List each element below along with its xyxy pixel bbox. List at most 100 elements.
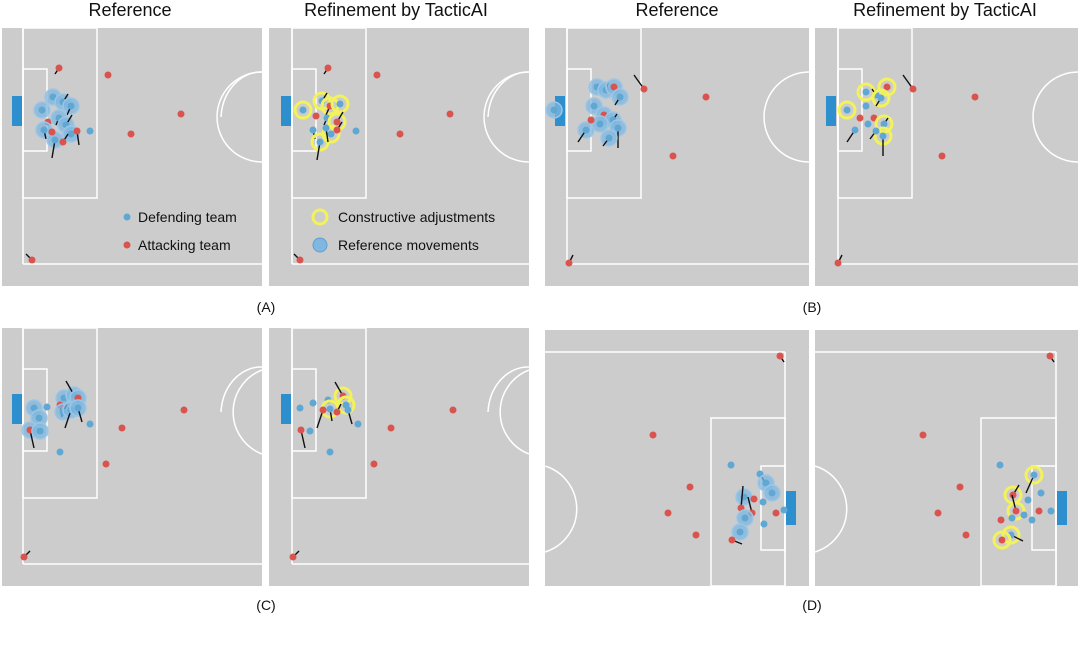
attacker-marker <box>396 130 404 138</box>
defender-marker <box>879 132 887 140</box>
attacker-marker <box>312 112 320 120</box>
defender-marker <box>843 106 851 114</box>
attacker-marker <box>971 93 979 101</box>
defender-marker <box>780 506 788 514</box>
defender-marker <box>40 126 48 134</box>
defender-marker <box>43 403 51 411</box>
pitch-b-refinement <box>815 27 1079 286</box>
goal <box>281 394 291 424</box>
pitch-b-reference <box>545 27 810 286</box>
attacker-marker <box>118 424 126 432</box>
goal <box>1057 491 1067 525</box>
title-reference-left: Reference <box>88 0 172 20</box>
title-reference-right: Reference <box>635 0 719 20</box>
attacker-marker <box>177 110 185 118</box>
attacker-marker <box>565 259 573 267</box>
attacker-marker <box>728 536 736 544</box>
attacker-marker <box>664 509 672 517</box>
legend-defending-label: Defending team <box>138 209 237 225</box>
defender-marker <box>590 102 598 110</box>
defender-marker <box>296 404 304 412</box>
attacker-marker <box>909 85 917 93</box>
goal <box>12 96 22 126</box>
constructive-adjustment-halo <box>1006 501 1026 521</box>
panel-label-c: (C) <box>256 597 276 613</box>
panel-label-b: (B) <box>802 299 822 315</box>
defender-marker <box>67 102 75 110</box>
attacker-marker <box>319 406 327 414</box>
defender-marker <box>299 106 307 114</box>
defender-marker <box>56 448 64 456</box>
title-refinement-left: Refinement by TacticAI <box>304 0 488 20</box>
defender-marker <box>736 528 744 536</box>
defender-marker <box>74 404 82 412</box>
pitch-c-refinement <box>269 327 530 586</box>
legend-defender-marker <box>123 213 131 221</box>
attacker-marker <box>1035 507 1043 515</box>
pitch-d-refinement <box>814 330 1078 587</box>
pitch-d-reference <box>544 330 809 587</box>
attacker-marker <box>956 483 964 491</box>
defender-marker <box>614 124 622 132</box>
defender-marker <box>86 127 94 135</box>
attacker-marker <box>856 114 864 122</box>
defender-marker <box>872 127 880 135</box>
defender-marker <box>67 130 75 138</box>
goal <box>786 491 796 525</box>
legend-reference-movements-label: Reference movements <box>338 237 479 253</box>
attacker-marker <box>373 71 381 79</box>
defender-marker <box>30 404 38 412</box>
attacker-marker <box>587 116 595 124</box>
defender-marker <box>326 448 334 456</box>
constructive-adjustment-halo <box>1024 465 1044 485</box>
defender-marker <box>316 138 324 146</box>
attacker-marker <box>59 138 67 146</box>
legend-constructive-label: Constructive adjustments <box>338 209 496 225</box>
attacker-marker <box>324 64 332 72</box>
panel-label-d: (D) <box>802 597 822 613</box>
attacker-marker <box>333 408 341 416</box>
attacker-marker <box>296 256 304 264</box>
attacker-marker <box>446 110 454 118</box>
attacker-marker <box>55 64 63 72</box>
goal <box>281 96 291 126</box>
attacker-marker <box>297 426 305 434</box>
attacker-marker <box>104 71 112 79</box>
constructive-adjustment-halo <box>293 100 313 120</box>
defender-marker <box>880 120 888 128</box>
attacker-marker <box>692 531 700 539</box>
defender-marker <box>309 126 317 134</box>
pitch-c-reference <box>2 327 263 586</box>
defender-marker <box>1030 471 1038 479</box>
legend-reference-marker <box>312 237 328 253</box>
attacker-marker <box>610 83 618 91</box>
constructive-adjustment-halo <box>992 530 1012 550</box>
attacker-marker <box>962 531 970 539</box>
attacker-marker <box>834 259 842 267</box>
defender-marker <box>862 88 870 96</box>
attacker-marker <box>333 126 341 134</box>
defender-marker <box>306 427 314 435</box>
constructive-adjustment-halo <box>871 88 891 108</box>
attacker-marker <box>934 509 942 517</box>
attacker-marker <box>938 152 946 160</box>
defender-marker <box>762 479 770 487</box>
defender-marker <box>1047 507 1055 515</box>
legend-markers <box>123 208 329 253</box>
defender-marker <box>352 127 360 135</box>
attacker-marker <box>776 352 784 360</box>
defender-marker <box>36 427 44 435</box>
constructive-adjustment-halo <box>330 94 350 114</box>
attacker-marker <box>997 516 1005 524</box>
attacker-marker <box>649 431 657 439</box>
defender-marker <box>322 124 330 132</box>
players-layer <box>20 64 1055 561</box>
attacker-marker <box>883 83 891 91</box>
legend-constructive-marker <box>311 208 329 226</box>
attacker-marker <box>102 460 110 468</box>
pitch-a-reference <box>2 27 263 286</box>
title-refinement-right: Refinement by TacticAI <box>853 0 1037 20</box>
defender-marker <box>616 93 624 101</box>
